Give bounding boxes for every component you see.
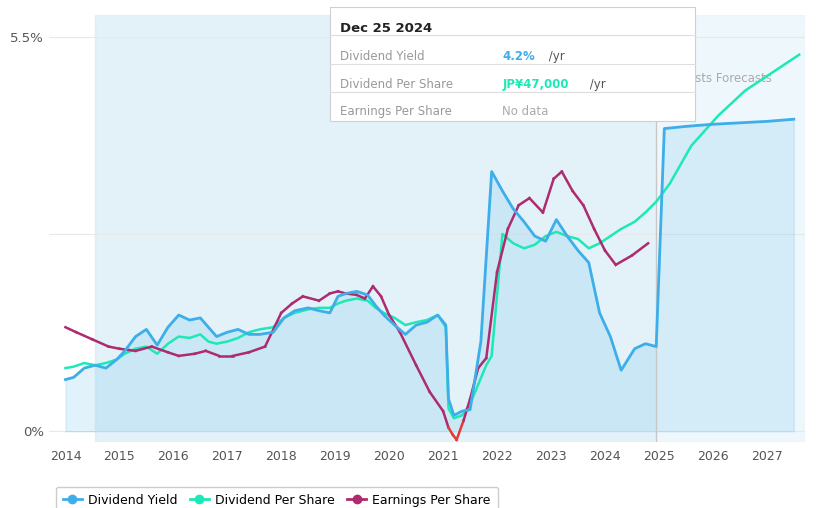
- Text: /yr: /yr: [586, 78, 606, 91]
- Text: Analysts Forecasts: Analysts Forecasts: [662, 72, 772, 85]
- Text: Dividend Yield: Dividend Yield: [340, 50, 424, 63]
- Text: No data: No data: [502, 105, 548, 118]
- Text: /yr: /yr: [545, 50, 565, 63]
- Text: Dividend Per Share: Dividend Per Share: [340, 78, 453, 91]
- Bar: [656, 15, 805, 442]
- Legend: Dividend Yield, Dividend Per Share, Earnings Per Share: Dividend Yield, Dividend Per Share, Earn…: [56, 487, 498, 508]
- Text: Dec 25 2024: Dec 25 2024: [340, 22, 432, 36]
- Text: JP¥47,000: JP¥47,000: [502, 78, 569, 91]
- Text: 4.2%: 4.2%: [502, 50, 535, 63]
- Text: Earnings Per Share: Earnings Per Share: [340, 105, 452, 118]
- Bar: [95, 15, 656, 442]
- Text: Past: Past: [628, 72, 653, 85]
